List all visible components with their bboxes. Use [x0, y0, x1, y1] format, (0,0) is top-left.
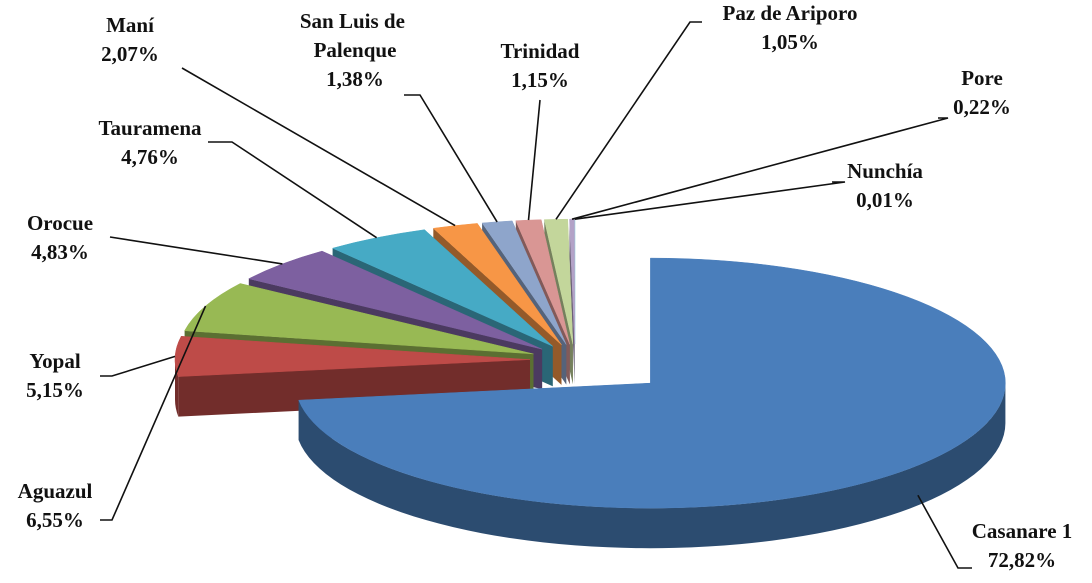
category-label: Orocue — [27, 211, 93, 235]
slice-side — [569, 219, 575, 385]
slice-top — [174, 336, 531, 377]
category-label: Paz de Ariporo — [723, 1, 858, 25]
leader-line — [208, 141, 378, 239]
value-label: 1,15% — [511, 68, 569, 92]
category-label: Aguazul — [18, 479, 93, 503]
leader-line — [100, 305, 207, 521]
leader-line — [109, 236, 283, 265]
leader-line — [574, 181, 846, 220]
value-label: 0,22% — [953, 95, 1011, 119]
slice — [298, 257, 1006, 549]
leader-line — [181, 67, 456, 227]
slice-top — [543, 218, 574, 345]
value-label: 4,76% — [121, 145, 179, 169]
slice-top — [248, 250, 543, 350]
value-label: 5,15% — [26, 378, 84, 402]
leader-line — [917, 494, 972, 569]
category-label: Yopal — [29, 349, 81, 373]
value-label: 6,55% — [26, 508, 84, 532]
leader-line — [527, 99, 541, 221]
slice-top — [331, 229, 553, 347]
category-label: Trinidad — [501, 39, 580, 63]
value-label: 0,01% — [856, 188, 914, 212]
category-label: Nunchía — [847, 159, 923, 183]
value-label: 1,38% — [326, 67, 384, 91]
value-label: 4,83% — [31, 240, 89, 264]
value-label: 1,05% — [761, 30, 819, 54]
category-label: San Luis de Palenque — [300, 9, 410, 62]
label-line: San Luis de — [300, 9, 410, 33]
category-label: Pore — [961, 66, 1003, 90]
category-label: Tauramena — [98, 116, 202, 140]
leader-line — [555, 21, 702, 220]
value-label: 72,82% — [988, 548, 1056, 572]
value-label: 2,07% — [101, 42, 159, 66]
slice-wall — [298, 383, 1006, 549]
category-label: Casanare 1 — [972, 519, 1073, 543]
slice-top — [298, 257, 1006, 509]
leader-line — [100, 355, 176, 377]
label-line: Palenque — [314, 38, 397, 62]
slice-top — [515, 219, 571, 345]
leader-line — [404, 94, 498, 223]
category-label: Maní — [106, 13, 155, 37]
leader-line — [571, 117, 949, 220]
slice-top — [184, 283, 534, 355]
